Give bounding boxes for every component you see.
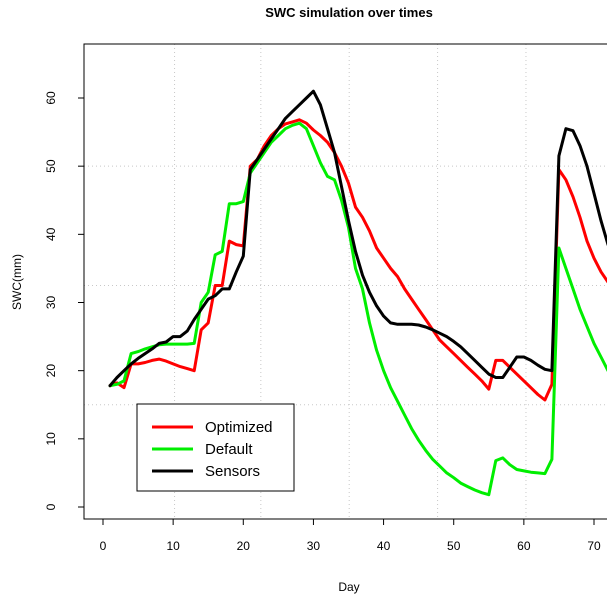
legend-label-sensors: Sensors — [205, 463, 260, 480]
series-line-default — [108, 121, 607, 497]
series-line-sensors — [108, 89, 607, 388]
x-tick-label: 30 — [307, 539, 321, 553]
legend-label-optimized: Optimized — [205, 419, 273, 436]
y-tick-label: 50 — [44, 159, 58, 173]
series-layer — [108, 89, 607, 497]
series-line-optimized — [108, 118, 607, 402]
x-tick-label: 50 — [447, 539, 461, 553]
legend-label-default: Default — [205, 441, 253, 458]
y-axis-label: SWC(mm) — [10, 254, 24, 310]
y-axis: 0 10 20 30 40 50 60 — [44, 91, 84, 510]
y-tick-label: 10 — [44, 432, 58, 446]
y-tick-label: 30 — [44, 296, 58, 310]
chart-title: SWC simulation over times — [265, 5, 433, 20]
x-axis-label: Day — [338, 580, 359, 594]
x-tick-label: 70 — [587, 539, 601, 553]
x-axis: 0 10 20 30 40 50 60 70 — [100, 519, 601, 553]
y-tick-label: 0 — [44, 503, 58, 510]
x-tick-label: 20 — [237, 539, 251, 553]
x-tick-label: 60 — [517, 539, 531, 553]
x-tick-label: 10 — [166, 539, 180, 553]
x-tick-label: 0 — [100, 539, 107, 553]
y-tick-label: 40 — [44, 227, 58, 241]
y-tick-label: 60 — [44, 91, 58, 105]
y-tick-label: 20 — [44, 364, 58, 378]
x-tick-label: 40 — [377, 539, 391, 553]
legend: Optimized Default Sensors — [136, 403, 295, 492]
plot-frame — [83, 43, 607, 520]
